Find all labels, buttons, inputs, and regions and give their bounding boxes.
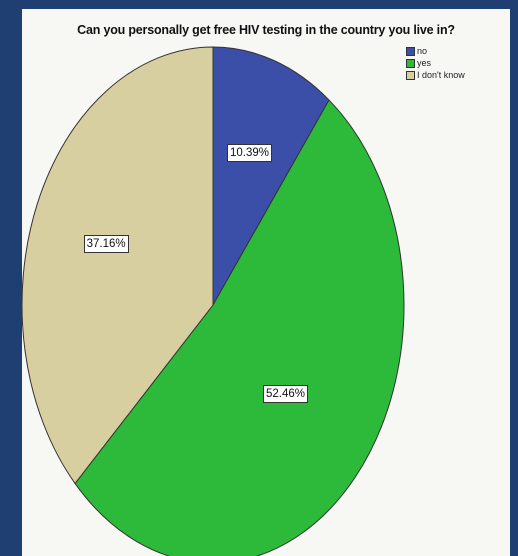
pie-slice-dont-know [22, 46, 214, 485]
pie-slice-yes [74, 99, 405, 556]
chart-title: Can you personally get free HIV testing … [77, 23, 455, 37]
legend-label-yes: yes [417, 58, 432, 68]
pie-slice-no [212, 46, 330, 307]
legend-item-yes: yes [406, 57, 465, 69]
legend: no yes I don't know [406, 45, 465, 81]
chart-panel: Can you personally get free HIV testing … [22, 9, 510, 556]
pie-chart [22, 46, 405, 556]
legend-swatch-no [406, 46, 415, 56]
legend-swatch-yes [406, 58, 415, 68]
legend-label-no: no [417, 46, 428, 56]
slice-label-yes: 52.46% [263, 385, 309, 404]
legend-swatch-dont-know [406, 70, 415, 80]
legend-item-no: no [406, 45, 465, 57]
slice-label-no: 10.39% [226, 144, 272, 163]
legend-label-dont-know: I don't know [417, 70, 465, 80]
slice-label-dont-know: 37.16% [83, 235, 129, 254]
legend-item-dont-know: I don't know [406, 69, 465, 81]
